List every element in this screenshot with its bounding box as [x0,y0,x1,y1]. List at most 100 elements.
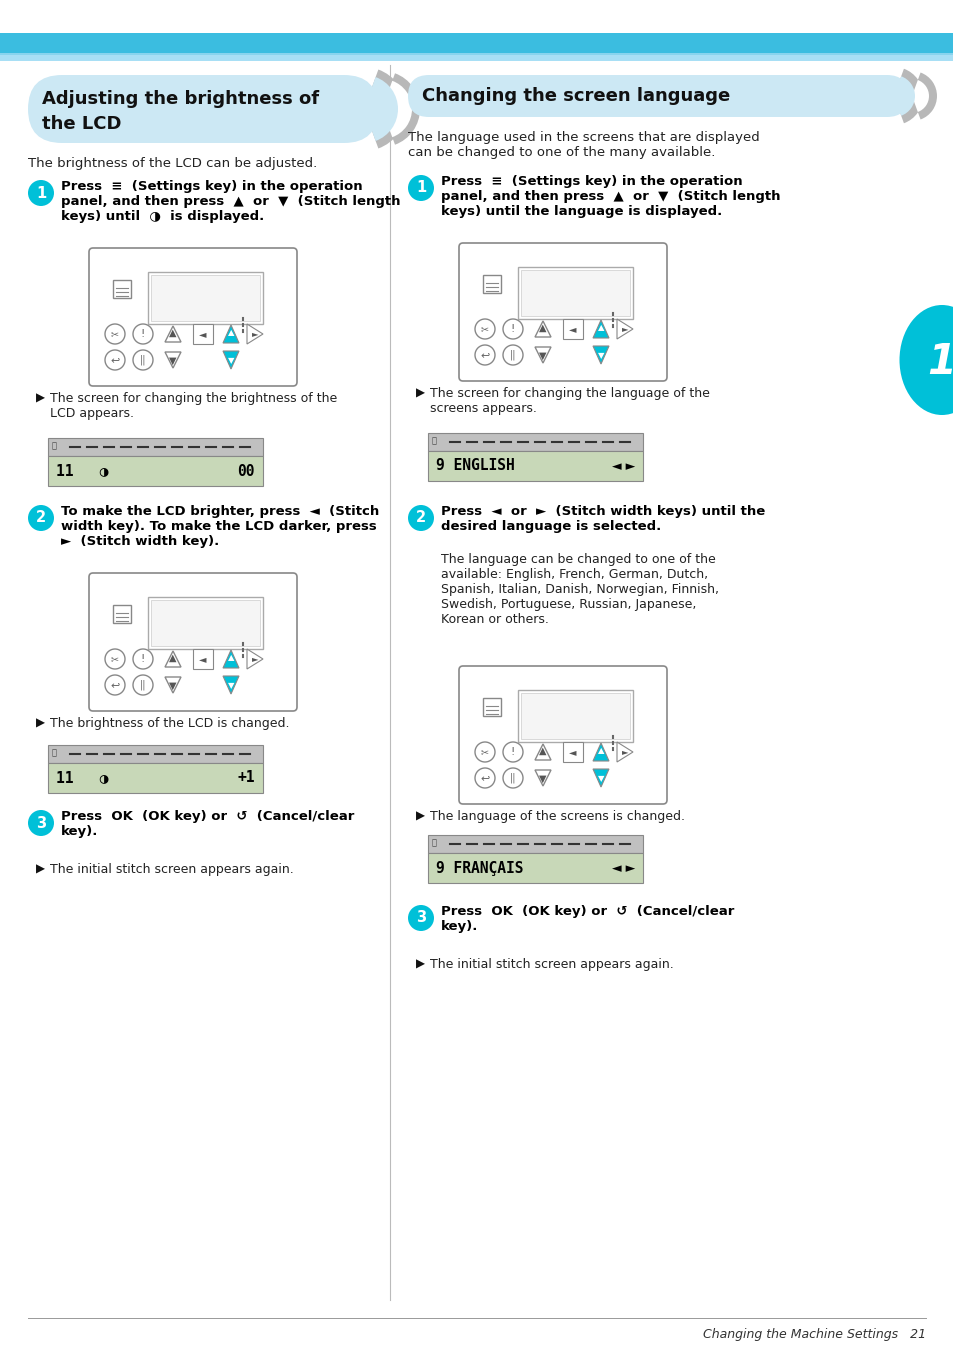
Text: 2: 2 [416,511,426,526]
Polygon shape [223,325,239,342]
Text: The language used in the screens that are displayed
can be changed to one of the: The language used in the screens that ar… [408,131,759,159]
Text: ◄ ►: ◄ ► [611,460,635,473]
Bar [562,319,582,338]
Polygon shape [593,346,608,364]
Text: ▲: ▲ [228,329,234,337]
Text: Press  ≡  (Settings key) in the operation
panel, and then press  ▲  or  ▼  (Stit: Press ≡ (Settings key) in the operation … [61,181,400,222]
Text: !: ! [141,654,145,665]
FancyBboxPatch shape [458,666,666,803]
Circle shape [105,350,125,369]
Polygon shape [593,319,608,338]
Text: ✂: ✂ [480,747,489,758]
Text: Changing the Machine Settings   21: Changing the Machine Settings 21 [702,1328,925,1341]
Circle shape [475,768,495,789]
Circle shape [408,175,434,201]
Polygon shape [617,319,633,338]
Text: ▲: ▲ [228,654,234,662]
Circle shape [408,905,434,931]
Polygon shape [165,352,181,368]
Wedge shape [893,69,923,123]
Text: The initial stitch screen appears again.: The initial stitch screen appears again. [50,863,294,876]
Bar [193,324,213,344]
Wedge shape [381,73,419,144]
Text: 1: 1 [926,341,953,383]
Text: ✂: ✂ [480,324,489,334]
Bar [0,53,953,57]
Polygon shape [223,650,239,669]
FancyBboxPatch shape [89,248,296,386]
Bar [428,834,642,853]
Text: ▼: ▼ [169,356,176,367]
Text: ↩: ↩ [111,679,119,690]
Wedge shape [364,70,406,148]
Text: ▼: ▼ [228,682,234,690]
Bar [482,698,500,716]
Text: Press  OK  (OK key) or  ↺  (Cancel/clear
key).: Press OK (OK key) or ↺ (Cancel/clear key… [440,905,734,933]
Text: ▶: ▶ [36,717,45,731]
Circle shape [475,319,495,338]
Bar [151,600,260,646]
Circle shape [132,324,152,344]
Text: ▼: ▼ [169,681,176,692]
Circle shape [105,324,125,344]
Polygon shape [165,651,181,667]
Text: 11   ◑: 11 ◑ [56,771,109,786]
Text: ▲: ▲ [598,747,603,755]
Text: The brightness of the LCD is changed.: The brightness of the LCD is changed. [50,717,289,731]
Text: ▶: ▶ [416,387,424,400]
Wedge shape [364,77,397,142]
Text: ▲: ▲ [538,745,546,756]
Text: ▼: ▼ [228,356,234,365]
Text: ◄: ◄ [199,329,207,338]
Wedge shape [911,73,936,120]
Text: Adjusting the brightness of: Adjusting the brightness of [42,90,319,108]
Bar [112,280,131,298]
Text: ||: || [509,349,516,360]
Text: ⬛: ⬛ [52,748,57,758]
Text: ▶: ▶ [36,863,45,876]
Text: ◄: ◄ [569,324,577,334]
FancyBboxPatch shape [458,243,666,381]
Bar [148,272,263,324]
Wedge shape [893,77,914,116]
Circle shape [475,345,495,365]
Bar [562,741,582,762]
Text: 1: 1 [36,186,46,201]
Bar [112,605,131,623]
Text: The screen for changing the brightness of the
LCD appears.: The screen for changing the brightness o… [50,392,337,421]
Text: the LCD: the LCD [42,115,121,133]
Text: Press  OK  (OK key) or  ↺  (Cancel/clear
key).: Press OK (OK key) or ↺ (Cancel/clear key… [61,810,354,838]
Text: The screen for changing the language of the
screens appears.: The screen for changing the language of … [430,387,709,415]
Text: !: ! [510,747,515,758]
Text: ►: ► [252,329,258,338]
Text: !: ! [510,324,515,334]
Circle shape [502,768,522,789]
Circle shape [502,345,522,365]
Text: 11   ◑: 11 ◑ [56,464,109,479]
Text: ▲: ▲ [169,328,176,338]
Polygon shape [165,326,181,342]
Text: 3: 3 [36,816,46,830]
Text: ↩: ↩ [479,772,489,783]
Polygon shape [535,744,551,760]
Text: To make the LCD brighter, press  ◄  (Stitch
width key). To make the LCD darker, : To make the LCD brighter, press ◄ (Stitc… [61,506,379,549]
Text: ►: ► [621,748,628,756]
Bar [428,452,642,481]
FancyBboxPatch shape [89,573,296,710]
Text: ◄ ►: ◄ ► [611,861,635,875]
Text: 1: 1 [416,181,426,195]
Text: +1: +1 [237,771,254,786]
FancyBboxPatch shape [408,75,907,117]
Text: ▲: ▲ [538,324,546,333]
Text: ▼: ▼ [598,352,603,360]
Circle shape [132,350,152,369]
Text: ||: || [139,355,146,365]
Text: ↩: ↩ [111,355,119,365]
Circle shape [28,506,54,531]
Text: ⬛: ⬛ [52,442,57,450]
Circle shape [105,648,125,669]
Text: ►: ► [621,325,628,333]
Text: The initial stitch screen appears again.: The initial stitch screen appears again. [430,958,673,971]
Bar [193,648,213,669]
Text: 2: 2 [36,511,46,526]
